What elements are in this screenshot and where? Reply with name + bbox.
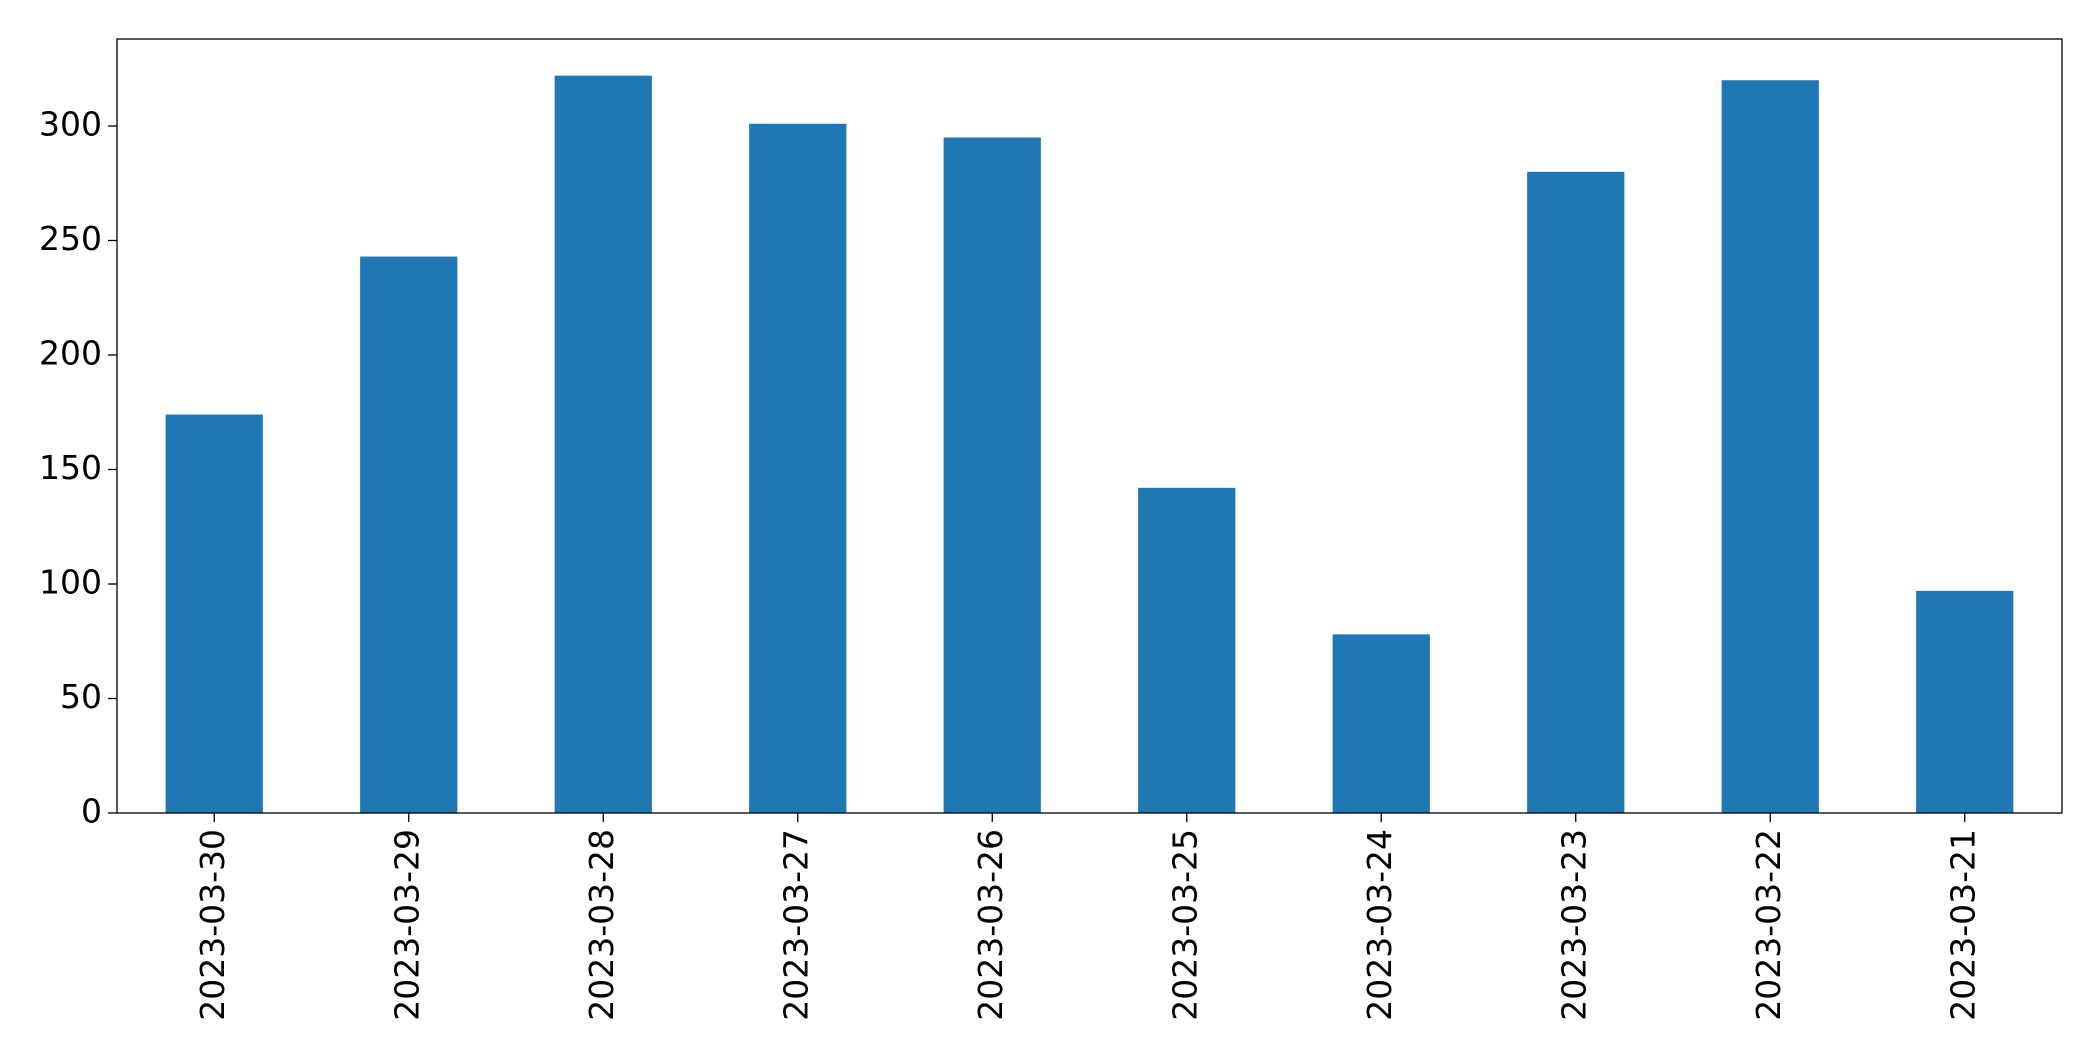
bar	[1916, 590, 2014, 813]
x-tick-label: 2023-03-28	[582, 829, 621, 1021]
bar	[749, 123, 847, 814]
y-tick-label: 250	[39, 219, 102, 258]
x-tick-label: 2023-03-25	[1165, 829, 1204, 1021]
x-tick-label: 2023-03-23	[1554, 829, 1593, 1021]
bar	[943, 137, 1041, 813]
x-tick-label: 2023-03-27	[776, 829, 815, 1021]
bar	[1527, 171, 1625, 813]
x-tick-label: 2023-03-21	[1943, 829, 1982, 1021]
plot-frame	[116, 38, 2063, 814]
y-tick-label: 50	[60, 677, 102, 716]
y-tick-label: 150	[39, 448, 102, 487]
bar	[1332, 634, 1430, 813]
x-tick-label: 2023-03-22	[1749, 829, 1788, 1021]
bar	[165, 414, 263, 813]
y-tick-label: 0	[81, 792, 102, 831]
y-tick-label: 300	[39, 105, 102, 144]
x-tick-label: 2023-03-30	[193, 829, 232, 1021]
y-tick-label: 100	[39, 563, 102, 602]
x-tick-label: 2023-03-26	[971, 829, 1010, 1021]
x-tick-label: 2023-03-29	[387, 829, 426, 1021]
bar	[1721, 80, 1819, 813]
bar	[360, 256, 458, 813]
x-tick-label: 2023-03-24	[1360, 829, 1399, 1021]
bar	[1138, 487, 1236, 813]
y-tick-label: 200	[39, 334, 102, 373]
bar	[554, 75, 652, 814]
